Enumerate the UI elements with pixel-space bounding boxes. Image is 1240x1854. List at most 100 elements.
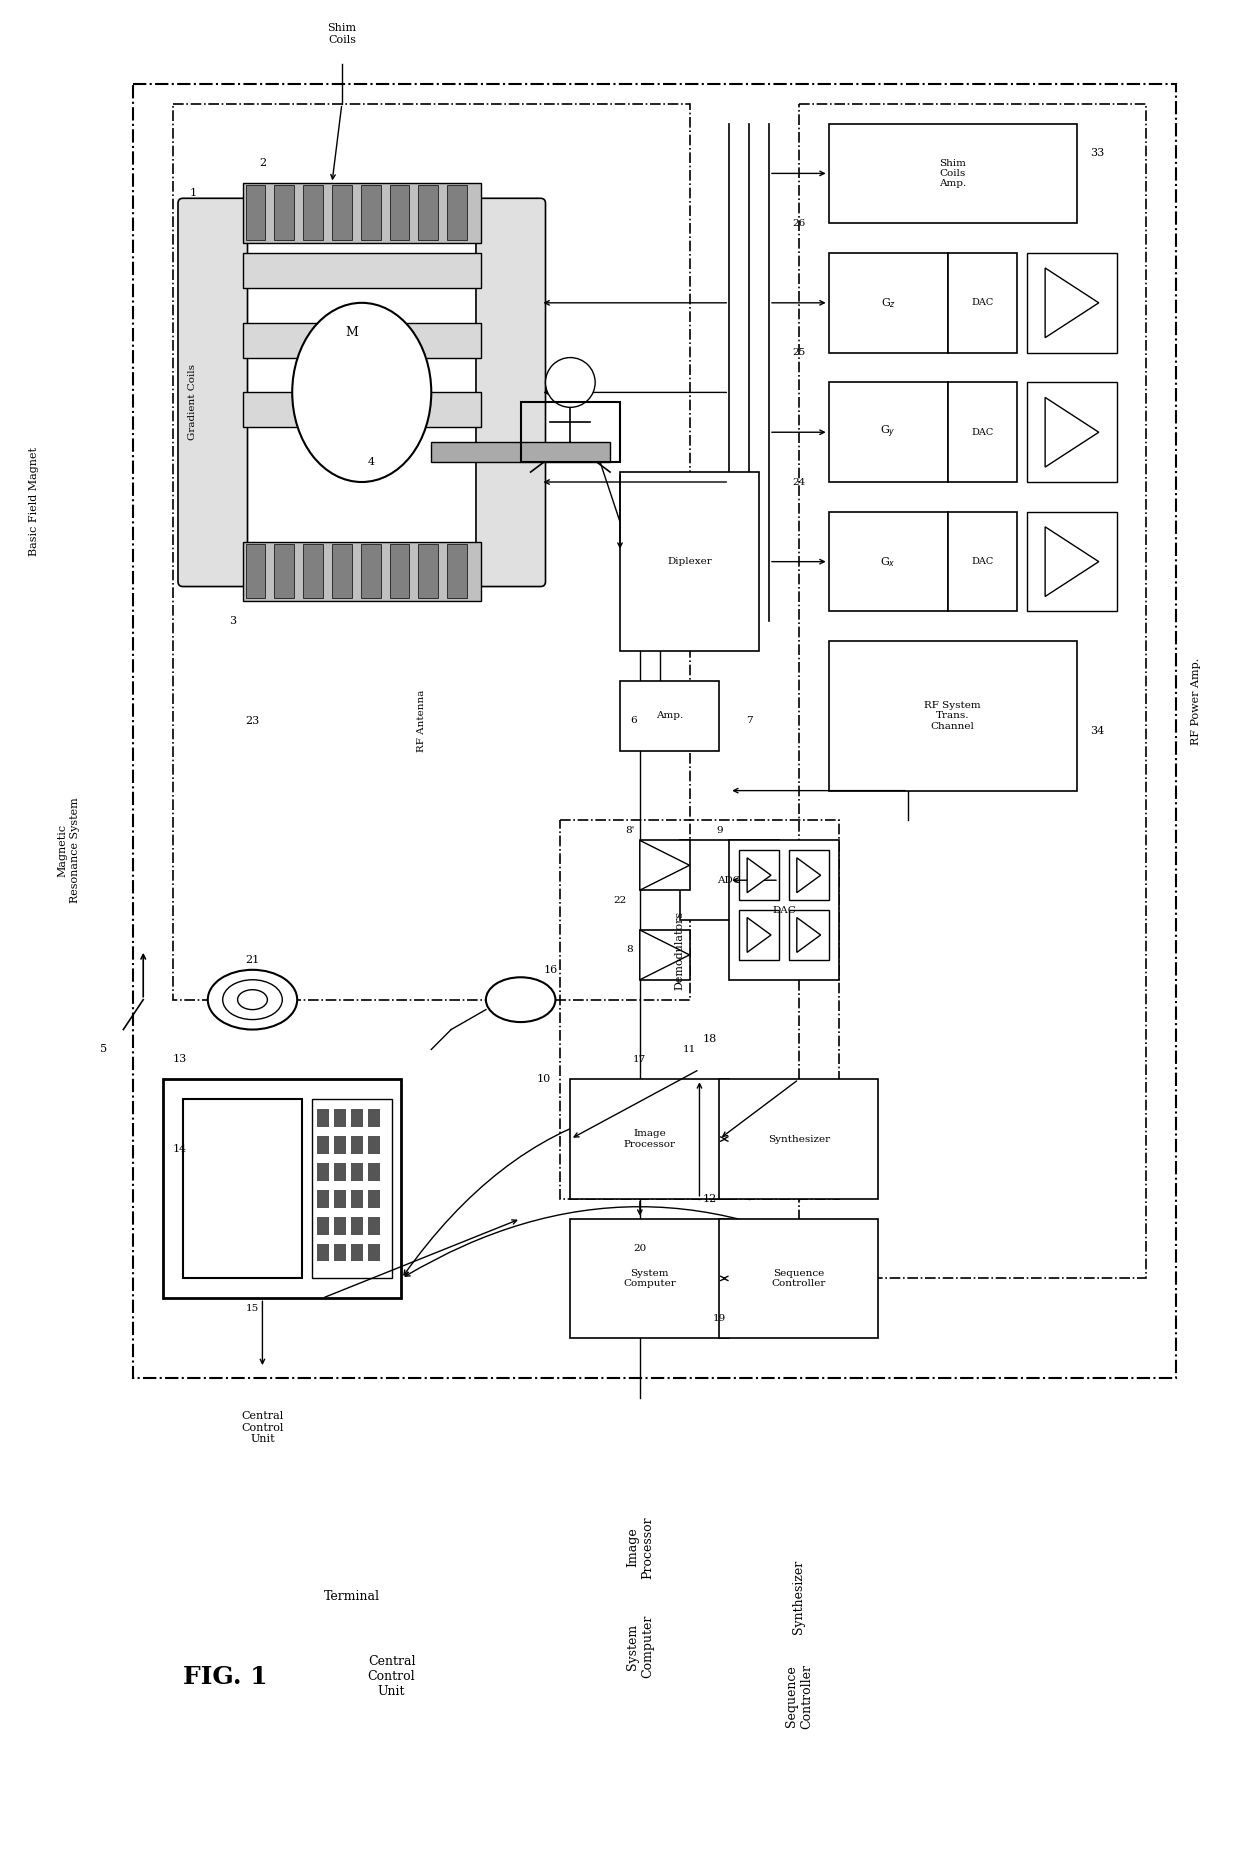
Bar [1027, 512, 1117, 612]
Text: Amp.: Amp. [656, 712, 683, 721]
Polygon shape [797, 918, 821, 953]
Bar [828, 382, 947, 482]
Text: 6: 6 [630, 716, 636, 725]
Bar [303, 185, 322, 241]
Text: 15: 15 [246, 1303, 259, 1313]
Text: 17: 17 [634, 1055, 646, 1064]
Text: 26: 26 [792, 219, 806, 228]
Bar [334, 1244, 346, 1261]
Polygon shape [748, 918, 771, 953]
Bar [332, 543, 352, 599]
Bar [243, 541, 481, 601]
Text: Diplexer: Diplexer [667, 558, 712, 565]
Bar [418, 185, 438, 241]
Text: 7: 7 [745, 716, 753, 725]
Polygon shape [748, 858, 771, 892]
Ellipse shape [223, 979, 283, 1020]
Bar [312, 1099, 392, 1279]
Text: Central
Control
Unit: Central Control Unit [368, 1656, 415, 1698]
Text: Demodulators: Demodulators [675, 910, 684, 990]
Text: Terminal: Terminal [324, 1591, 379, 1604]
Bar [418, 543, 438, 599]
Text: 9: 9 [715, 825, 723, 834]
Bar [133, 83, 1177, 1378]
Bar [274, 185, 294, 241]
Text: Synthesizer: Synthesizer [792, 1559, 805, 1633]
Text: System
Computer: System Computer [626, 1615, 653, 1678]
Bar [640, 931, 689, 979]
FancyBboxPatch shape [476, 198, 546, 586]
Text: 11: 11 [683, 1046, 696, 1053]
Bar [303, 543, 322, 599]
Text: 34: 34 [1090, 727, 1104, 736]
Bar [368, 1137, 379, 1153]
Text: Shim
Coils: Shim Coils [327, 24, 356, 44]
Bar [351, 1244, 363, 1261]
Bar [448, 543, 467, 599]
Bar [368, 1162, 379, 1181]
Ellipse shape [293, 302, 432, 482]
Text: 20: 20 [634, 1244, 646, 1253]
Bar [448, 185, 467, 241]
Bar [1027, 252, 1117, 352]
Text: 24: 24 [792, 478, 806, 486]
Ellipse shape [208, 970, 298, 1029]
Bar [334, 1137, 346, 1153]
Text: 25: 25 [792, 349, 806, 358]
Ellipse shape [486, 977, 556, 1022]
Text: ADC: ADC [718, 875, 742, 884]
FancyBboxPatch shape [179, 198, 248, 586]
Bar [351, 1216, 363, 1235]
Bar [368, 1216, 379, 1235]
Text: Image
Processor: Image Processor [626, 1517, 653, 1578]
Polygon shape [1045, 527, 1099, 597]
Text: 2: 2 [259, 158, 267, 169]
Text: 4: 4 [368, 458, 376, 467]
Bar [680, 840, 779, 920]
Bar [947, 252, 1017, 352]
Bar [243, 393, 481, 426]
Text: Sequence
Controller: Sequence Controller [771, 1268, 826, 1289]
Ellipse shape [238, 990, 268, 1010]
Polygon shape [640, 931, 689, 979]
Bar [317, 1109, 329, 1127]
Text: G$_x$: G$_x$ [880, 554, 897, 569]
Bar [243, 184, 481, 243]
Text: Synthesizer: Synthesizer [768, 1135, 830, 1144]
Bar [361, 185, 381, 241]
Bar [570, 1079, 729, 1200]
Text: G$_z$: G$_z$ [880, 297, 895, 310]
Text: Sequence
Controller: Sequence Controller [785, 1665, 812, 1730]
Bar [828, 124, 1076, 222]
Text: RF System
Trans.
Channel: RF System Trans. Channel [925, 701, 981, 730]
Bar [828, 512, 947, 612]
Bar [317, 1244, 329, 1261]
Bar [184, 1099, 303, 1279]
Bar [243, 323, 481, 358]
Text: RF Antenna: RF Antenna [417, 690, 425, 753]
Bar [389, 185, 409, 241]
Bar [719, 1079, 878, 1200]
Text: System
Computer: System Computer [624, 1268, 676, 1289]
Bar [1027, 382, 1117, 482]
Text: 8: 8 [626, 946, 634, 955]
Text: Gradient Coils: Gradient Coils [188, 365, 197, 441]
Text: 14: 14 [174, 1144, 187, 1153]
Bar [368, 1244, 379, 1261]
Bar [389, 543, 409, 599]
Polygon shape [797, 858, 821, 892]
Text: DAC: DAC [773, 905, 796, 914]
Text: M: M [346, 326, 358, 339]
Bar [243, 252, 481, 287]
Text: 12: 12 [702, 1194, 717, 1203]
Bar [334, 1109, 346, 1127]
Text: 18: 18 [702, 1035, 717, 1044]
Bar [789, 851, 828, 901]
Bar [368, 1109, 379, 1127]
Bar [560, 821, 838, 1200]
Bar [351, 1109, 363, 1127]
Text: 8': 8' [625, 825, 635, 834]
Bar [317, 1216, 329, 1235]
Bar [317, 1190, 329, 1207]
Text: 1: 1 [190, 189, 196, 198]
